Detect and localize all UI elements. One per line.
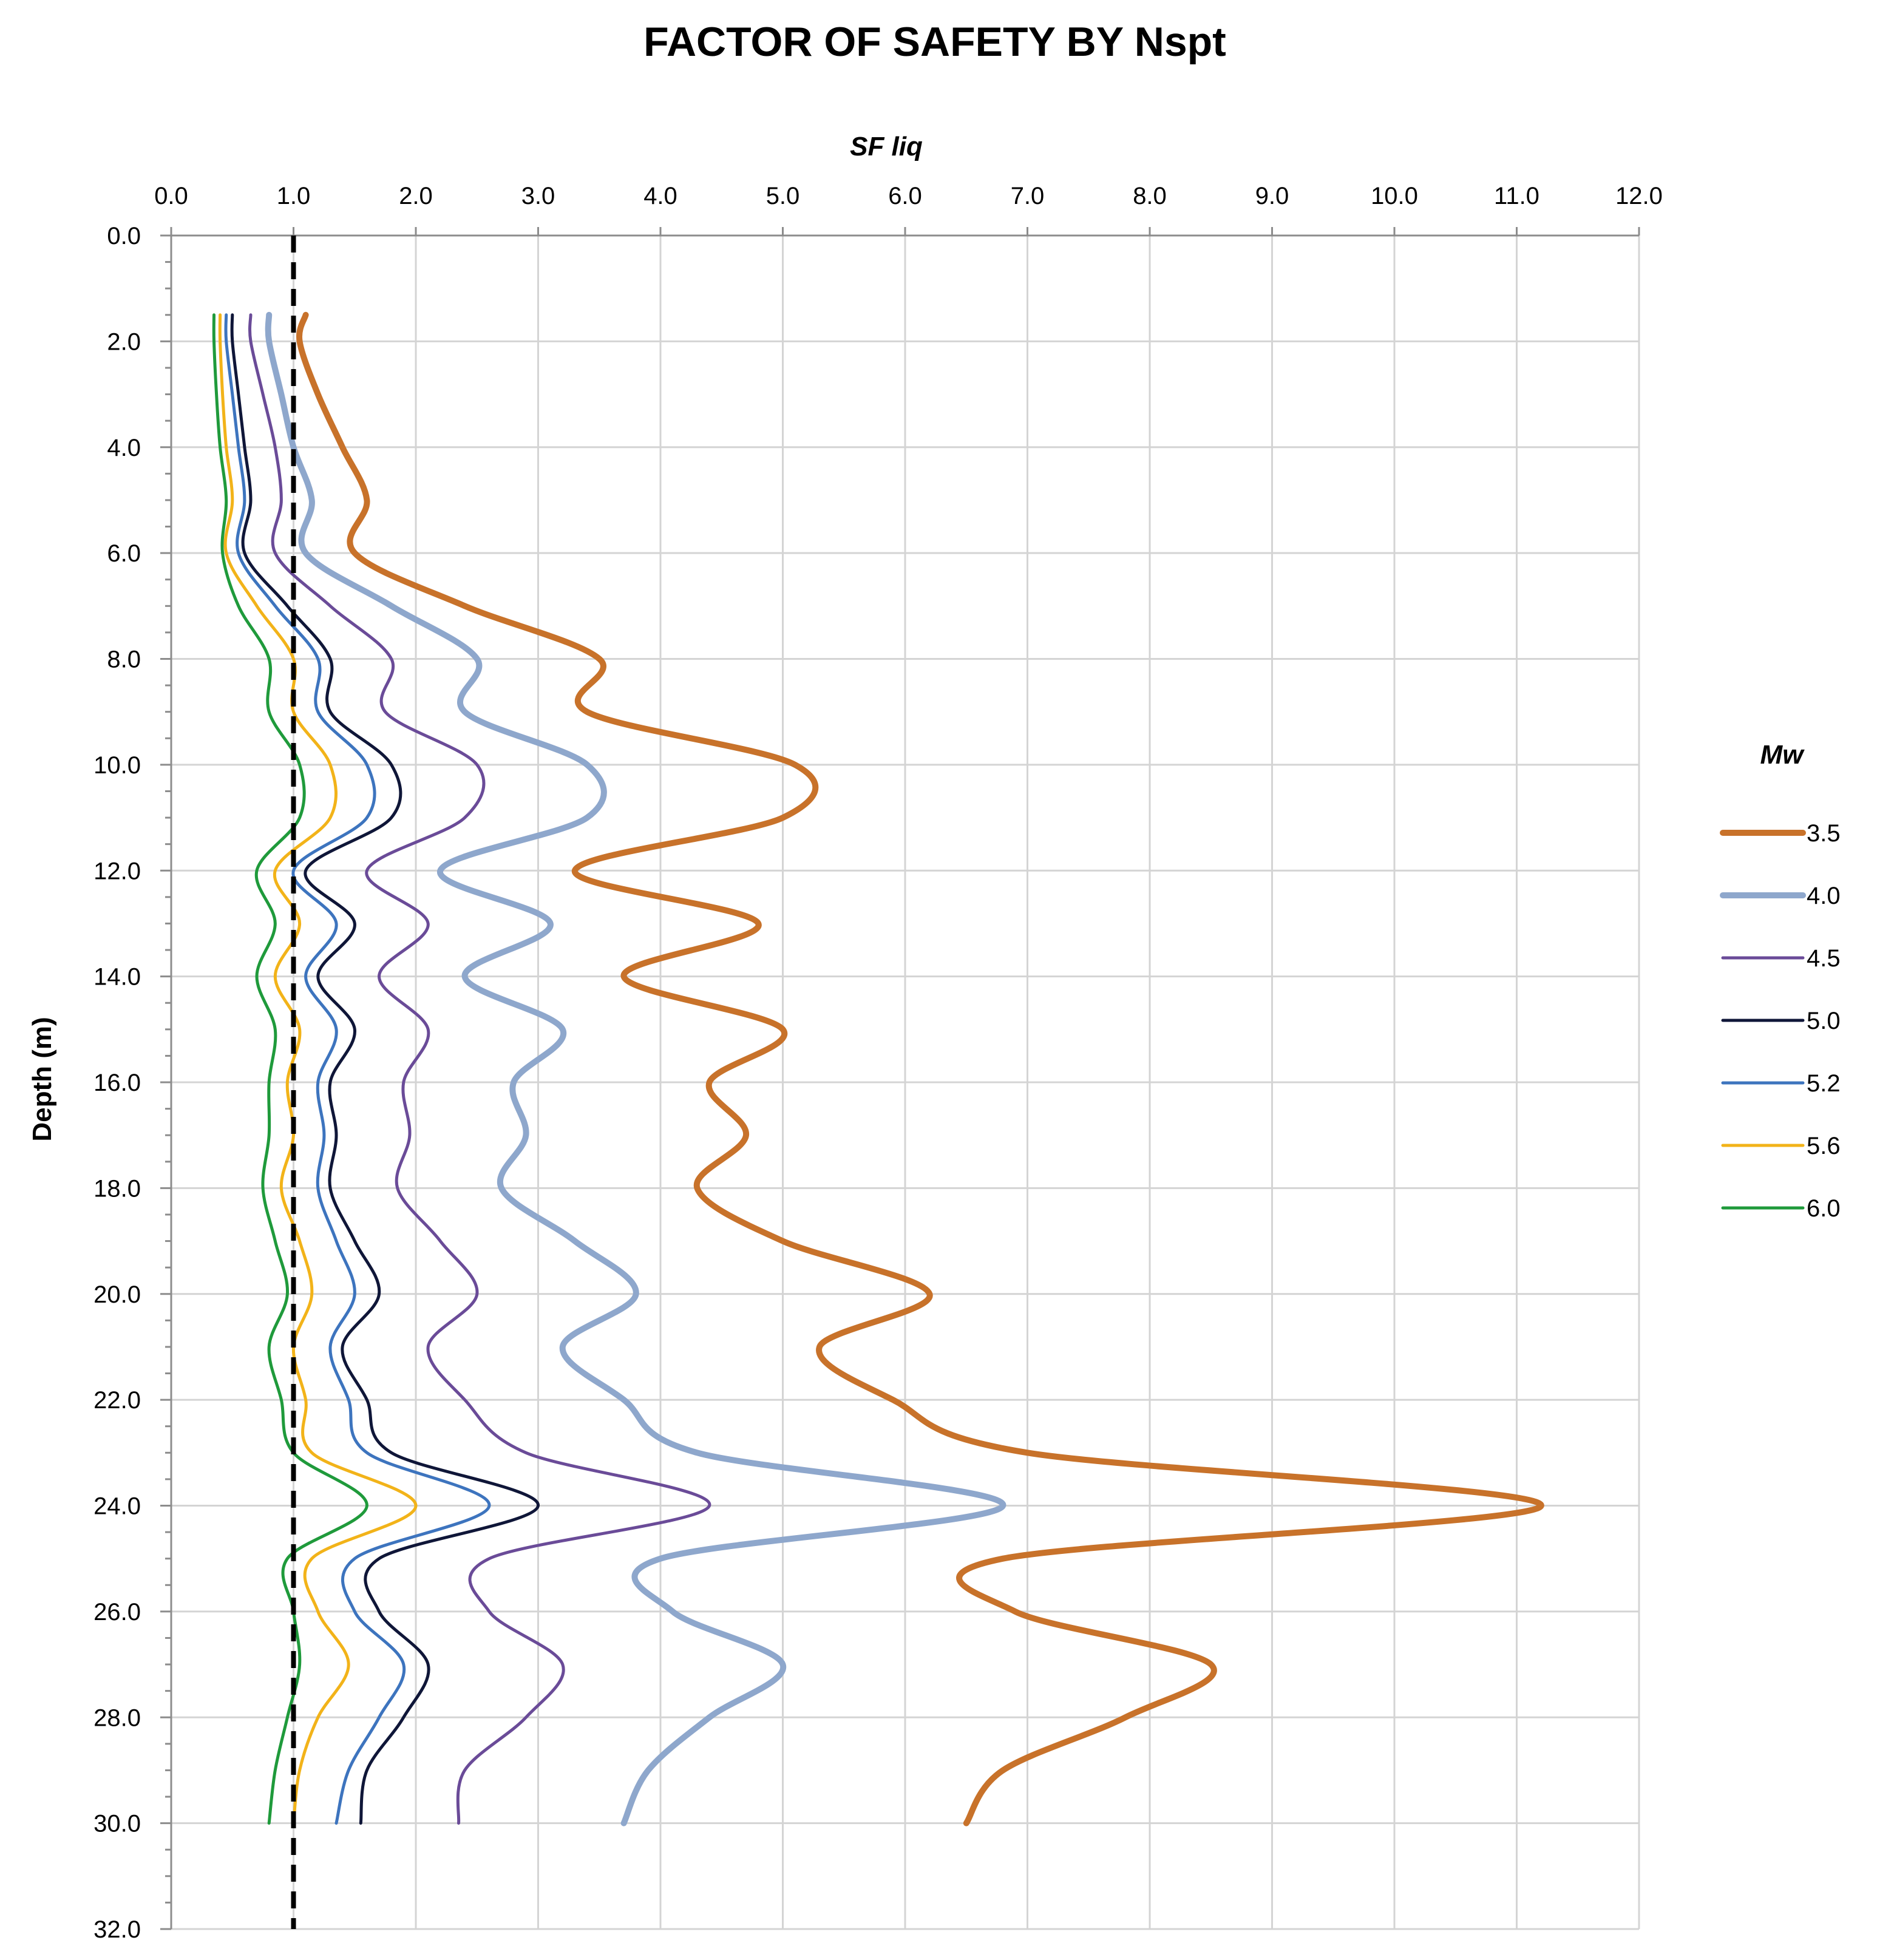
x-tick-label: 5.0 [766, 183, 800, 209]
series-line-mw-5-2 [224, 313, 491, 1825]
x-tick-label: 4.0 [643, 183, 677, 209]
legend: Mw 3.5 4.0 4.5 5.0 5.2 5.6 6.0 [1720, 740, 1841, 1222]
y-tick-label: 10.0 [93, 752, 141, 779]
y-tick-label: 22.0 [93, 1387, 141, 1414]
x-tick-label: 3.0 [521, 183, 555, 209]
y-axis-title: Depth (m) [27, 1017, 57, 1141]
y-tick-label: 28.0 [93, 1704, 141, 1731]
chart-title: FACTOR OF SAFETY BY Nspt [643, 19, 1226, 65]
x-tick-label: 7.0 [1011, 183, 1045, 209]
y-tick-label: 24.0 [93, 1493, 141, 1520]
y-tick-label: 32.0 [93, 1916, 141, 1943]
y-tick-label: 8.0 [107, 646, 141, 673]
gridlines [171, 236, 1640, 1930]
x-tick-label: 9.0 [1255, 183, 1289, 209]
legend-label-mw-3-5: 3.5 [1807, 820, 1841, 847]
legend-label-mw-5-2: 5.2 [1807, 1070, 1841, 1097]
x-tick-label: 2.0 [399, 183, 433, 209]
y-tick-label: 12.0 [93, 858, 141, 884]
x-tick-label: 6.0 [888, 183, 922, 209]
legend-title: Mw [1760, 740, 1805, 770]
legend-label-mw-5-6: 5.6 [1807, 1133, 1841, 1159]
x-tick-label: 11.0 [1494, 183, 1539, 209]
y-tick-label: 16.0 [93, 1070, 141, 1096]
y-tick-label: 14.0 [93, 964, 141, 991]
series-line-mw-4-0 [265, 311, 1006, 1826]
series-line-mw-4-5 [248, 313, 711, 1825]
y-tick-label: 0.0 [107, 223, 141, 249]
y-axis-ticks: 0.0 2.0 4.0 6.0 8.0 10.0 12.0 14.0 16.0 18.0 20.0 2… [93, 223, 171, 1943]
x-tick-label: 8.0 [1133, 183, 1167, 209]
legend-label-mw-6-0: 6.0 [1807, 1195, 1841, 1222]
x-axis-ticks: 0.0 1.0 2.0 3.0 4.0 5.0 6.0 7.0 8.0 9.0 10.0 11.0 12… [154, 183, 1663, 236]
x-tick-label: 10.0 [1371, 183, 1418, 209]
y-tick-label: 6.0 [107, 540, 141, 567]
series-lines [212, 311, 1544, 1826]
x-tick-label: 1.0 [277, 183, 311, 209]
x-tick-label: 12.0 [1615, 183, 1663, 209]
y-tick-label: 4.0 [107, 435, 141, 461]
series-line-mw-5-0 [230, 313, 540, 1825]
legend-label-mw-4-0: 4.0 [1807, 883, 1841, 909]
y-tick-label: 20.0 [93, 1281, 141, 1308]
y-tick-label: 26.0 [93, 1599, 141, 1626]
legend-label-mw-5-0: 5.0 [1807, 1008, 1841, 1034]
series-line-mw-3-5 [296, 311, 1544, 1826]
y-tick-label: 2.0 [107, 328, 141, 355]
series-line-mw-5-6 [218, 313, 418, 1825]
y-tick-label: 18.0 [93, 1175, 141, 1202]
series-line-mw-6-0 [212, 313, 368, 1825]
y-tick-label: 30.0 [93, 1811, 141, 1837]
x-axis-title: SF liq [850, 132, 923, 161]
legend-label-mw-4-5: 4.5 [1807, 945, 1841, 972]
x-tick-label: 0.0 [154, 183, 188, 209]
